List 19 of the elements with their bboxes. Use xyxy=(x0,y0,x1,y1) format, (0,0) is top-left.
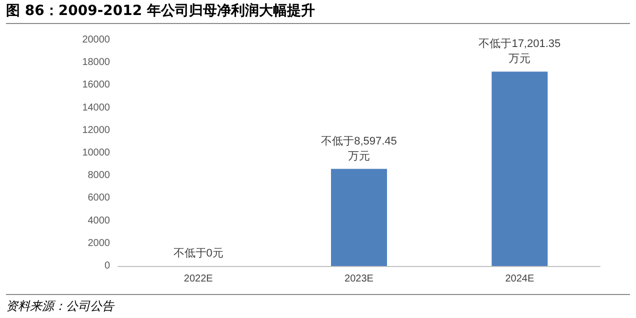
y-tick-label: 12000 xyxy=(82,124,110,136)
y-tick-label: 8000 xyxy=(88,170,110,182)
x-tick-label: 2024E xyxy=(505,274,534,284)
y-tick-label: 4000 xyxy=(88,215,110,226)
y-tick-label: 0 xyxy=(104,260,110,272)
y-tick-label: 2000 xyxy=(88,238,110,249)
data-label: 不低于0元 xyxy=(173,248,224,260)
y-tick-label: 10000 xyxy=(82,148,110,158)
chart-title: 图 86：2009-2012 年公司归母净利润大幅提升 xyxy=(6,2,630,24)
y-tick-label: 14000 xyxy=(82,102,110,114)
text: 资料来源：公司公告 xyxy=(6,294,630,315)
x-tick-label: 2023E xyxy=(344,274,374,284)
y-tick-label: 6000 xyxy=(88,192,110,204)
y-tick-label: 18000 xyxy=(82,57,110,68)
data-label: 不低于17,201.35 万元 xyxy=(478,38,561,66)
y-tick-label: 16000 xyxy=(82,80,110,91)
data-label: 不低于8,597.45 万元 xyxy=(321,135,397,162)
y-tick-label: 20000 xyxy=(82,34,110,46)
x-tick-label: 2022E xyxy=(184,274,214,284)
